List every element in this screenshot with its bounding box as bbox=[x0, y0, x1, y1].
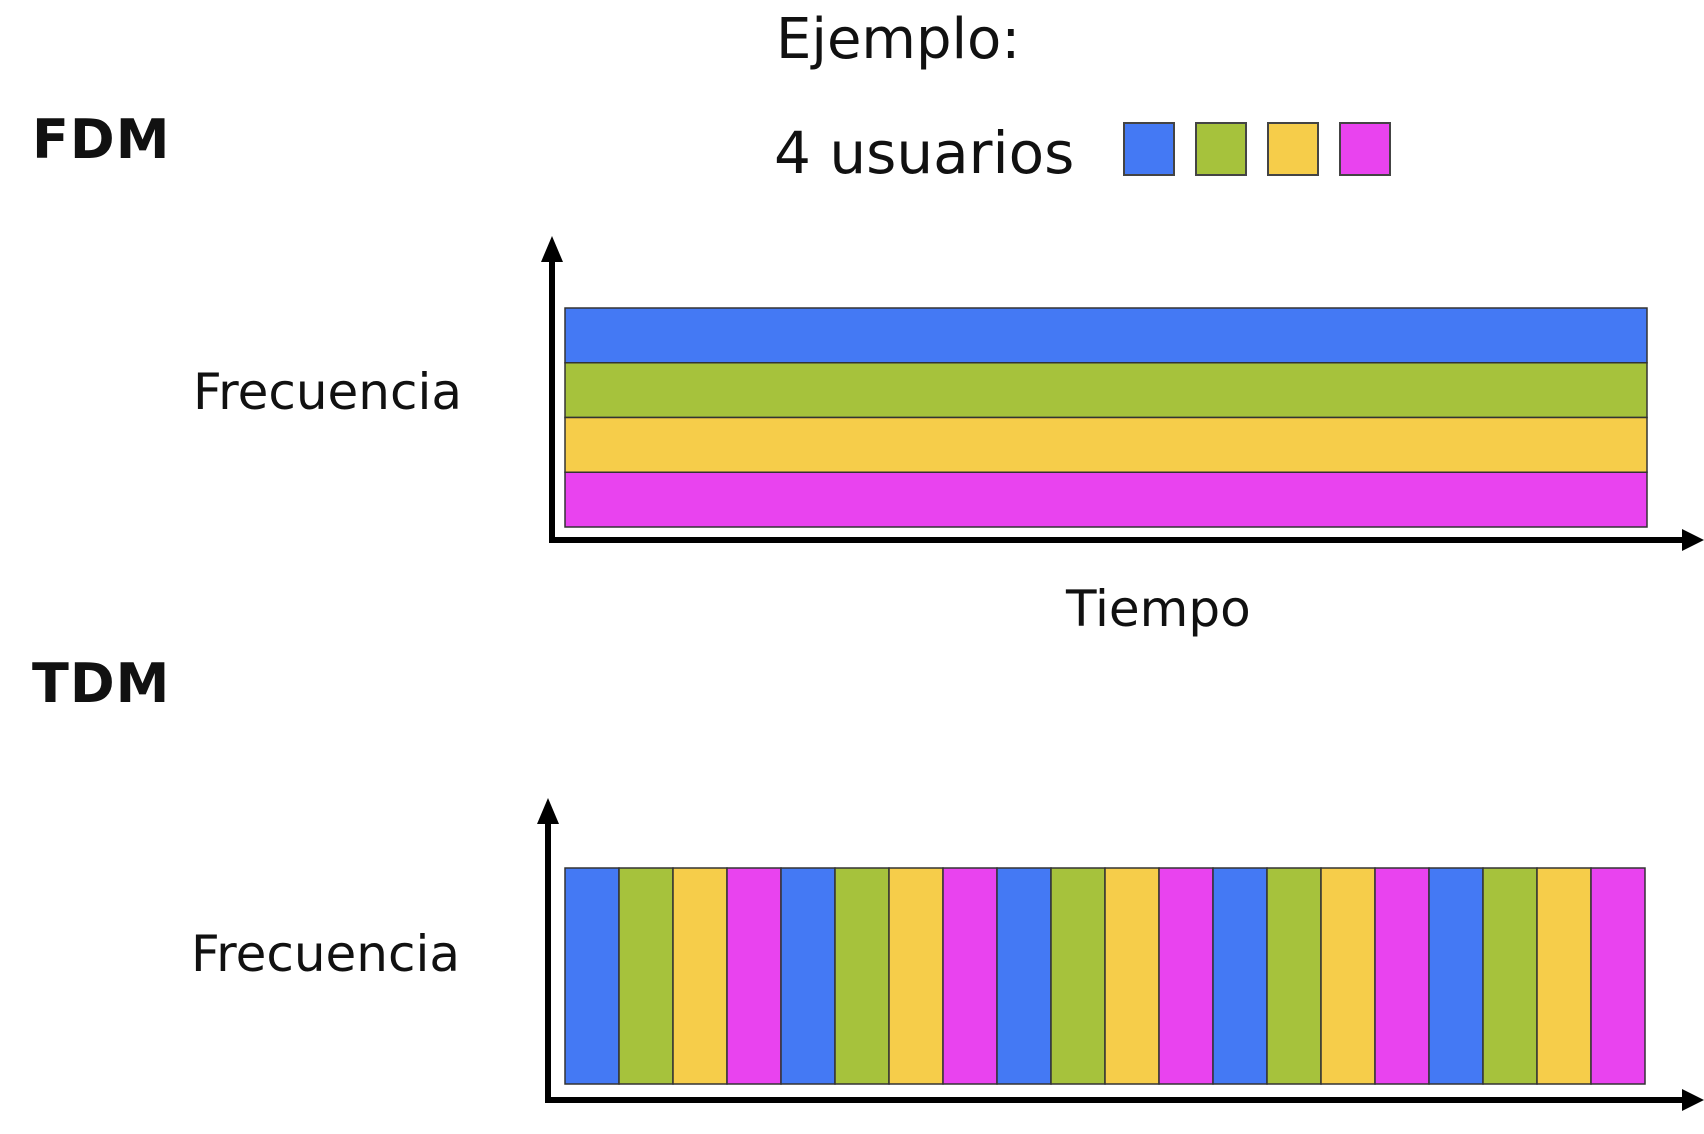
tdm-slot-user-4 bbox=[1374, 867, 1430, 1085]
tdm-slot-user-2 bbox=[618, 867, 674, 1085]
tdm-slot-user-4 bbox=[942, 867, 998, 1085]
fdm-y-axis-arrow bbox=[541, 236, 563, 262]
tdm-slot-user-4 bbox=[726, 867, 782, 1085]
fdm-title: FDM bbox=[32, 108, 171, 171]
tdm-y-axis-arrow bbox=[537, 798, 559, 824]
tdm-slot-user-1 bbox=[1212, 867, 1268, 1085]
fdm-x-axis-arrow bbox=[1682, 529, 1704, 551]
user-swatch-2 bbox=[1195, 122, 1247, 176]
fdm-band-user-3 bbox=[564, 416, 1648, 473]
tdm-slot-user-2 bbox=[1482, 867, 1538, 1085]
tdm-slot-user-1 bbox=[780, 867, 836, 1085]
tdm-slot-user-4 bbox=[1158, 867, 1214, 1085]
tdm-slot-user-2 bbox=[1050, 867, 1106, 1085]
fdm-x-axis-label: Tiempo bbox=[1066, 580, 1251, 638]
tdm-slot-user-3 bbox=[672, 867, 728, 1085]
tdm-slot-user-3 bbox=[1536, 867, 1592, 1085]
tdm-title: TDM bbox=[32, 652, 171, 715]
tdm-slot-user-3 bbox=[1320, 867, 1376, 1085]
tdm-slot-user-2 bbox=[1266, 867, 1322, 1085]
fdm-y-axis-label: Frecuencia bbox=[193, 363, 462, 421]
fdm-axes bbox=[541, 236, 1704, 551]
tdm-slot-user-1 bbox=[564, 867, 620, 1085]
tdm-slot-user-3 bbox=[1104, 867, 1160, 1085]
tdm-slot-user-3 bbox=[888, 867, 944, 1085]
fdm-band-user-4 bbox=[564, 471, 1648, 528]
tdm-x-axis-arrow bbox=[1682, 1089, 1704, 1111]
example-title: Ejemplo: bbox=[776, 7, 1021, 72]
user-swatch-4 bbox=[1339, 122, 1391, 176]
tdm-slot-user-2 bbox=[834, 867, 890, 1085]
tdm-slots bbox=[564, 867, 1646, 1085]
tdm-slot-user-4 bbox=[1590, 867, 1646, 1085]
tdm-axes bbox=[537, 798, 1704, 1111]
tdm-slot-user-1 bbox=[996, 867, 1052, 1085]
users-label: 4 usuarios bbox=[774, 119, 1075, 187]
tdm-slot-user-1 bbox=[1428, 867, 1484, 1085]
fdm-bands bbox=[564, 307, 1648, 528]
user-swatch-1 bbox=[1123, 122, 1175, 176]
tdm-y-axis-label: Frecuencia bbox=[191, 925, 460, 983]
user-swatch-3 bbox=[1267, 122, 1319, 176]
